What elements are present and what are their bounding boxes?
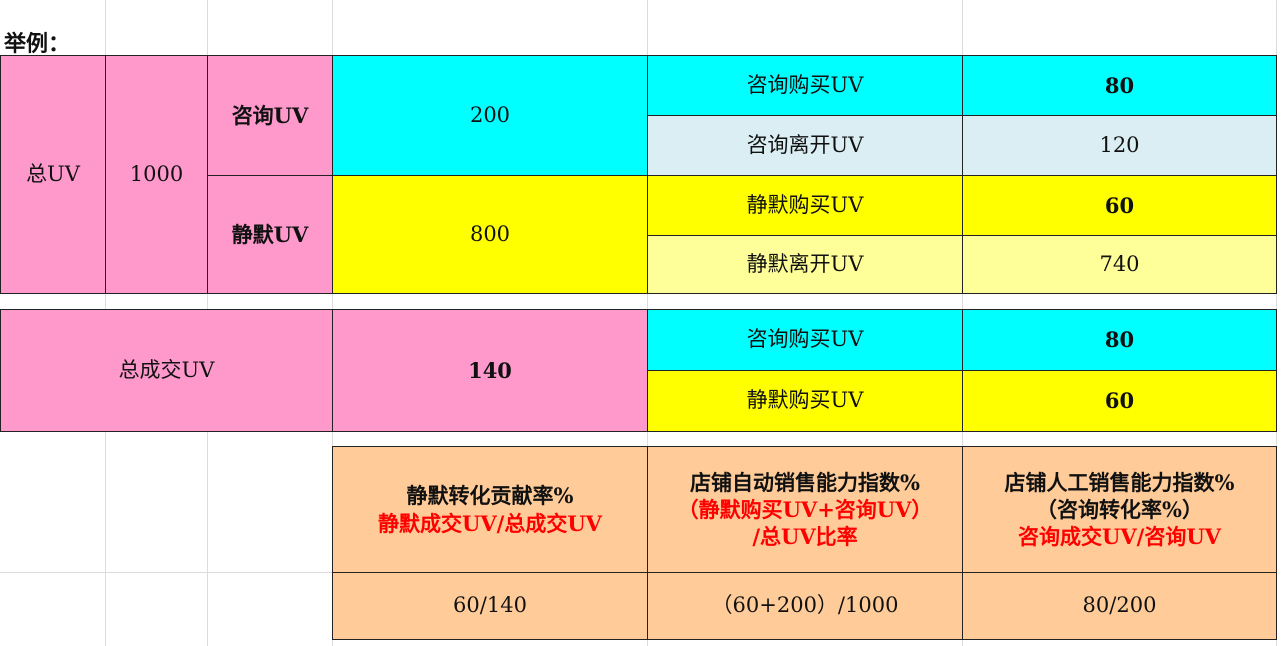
metric-manual-sales-header[interactable]: 店铺人工销售能力指数% （咨询转化率%） 咨询成交UV/咨询UV [962,446,1277,573]
silent-uv-label[interactable]: 静默UV [207,175,333,294]
metric-auto-sales-header[interactable]: 店铺自动销售能力指数% （静默购买UV+咨询UV） /总UV比率 [647,446,963,573]
example-title: 举例： [4,31,71,57]
metric-formula: 咨询成交UV/咨询UV [1018,524,1221,550]
metric-formula: /总UV比率 [752,524,858,550]
metric-title: 店铺人工销售能力指数% [1004,469,1235,495]
metric-subtitle: （咨询转化率%） [1036,496,1203,522]
deal-consult-buy-value[interactable]: 80 [962,309,1277,371]
total-deal-uv-value[interactable]: 140 [332,309,648,432]
deal-silent-buy-label[interactable]: 静默购买UV [647,370,963,432]
consult-leave-value[interactable]: 120 [962,115,1277,176]
consult-buy-label[interactable]: 咨询购买UV [647,55,963,116]
total-uv-label[interactable]: 总UV [0,55,106,294]
silent-leave-label[interactable]: 静默离开UV [647,235,963,294]
metric-silent-contribution-example[interactable]: 60/140 [332,572,648,640]
metric-title: 店铺自动销售能力指数% [690,469,920,495]
metric-formula: 静默成交UV/总成交UV [378,510,602,536]
consult-uv-label[interactable]: 咨询UV [207,55,333,176]
metric-silent-contribution-header[interactable]: 静默转化贡献率% 静默成交UV/总成交UV [332,446,648,573]
metric-title: 静默转化贡献率% [406,483,574,509]
deal-silent-buy-value[interactable]: 60 [962,370,1277,432]
silent-leave-value[interactable]: 740 [962,235,1277,294]
silent-uv-value[interactable]: 800 [332,175,648,294]
consult-leave-label[interactable]: 咨询离开UV [647,115,963,176]
total-uv-value[interactable]: 1000 [105,55,208,294]
deal-consult-buy-label[interactable]: 咨询购买UV [647,309,963,371]
consult-uv-value[interactable]: 200 [332,55,648,176]
metric-auto-sales-example[interactable]: （60+200）/1000 [647,572,963,640]
consult-buy-value[interactable]: 80 [962,55,1277,116]
metric-manual-sales-example[interactable]: 80/200 [962,572,1277,640]
gridline [0,572,332,573]
total-deal-uv-label[interactable]: 总成交UV [0,309,333,432]
silent-buy-value[interactable]: 60 [962,175,1277,236]
silent-buy-label[interactable]: 静默购买UV [647,175,963,236]
metric-formula: （静默购买UV+咨询UV） [677,496,933,522]
